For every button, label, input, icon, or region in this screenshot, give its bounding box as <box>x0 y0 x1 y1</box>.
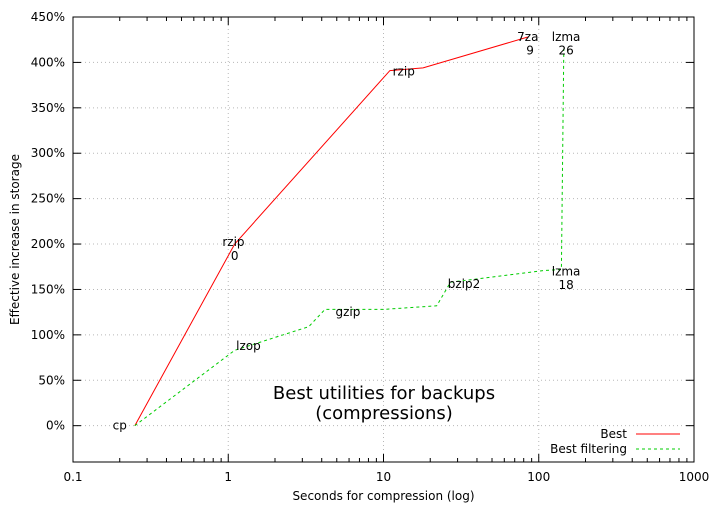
x-tick-label: 1000 <box>679 470 710 484</box>
y-axis-label: Effective increase in storage <box>8 154 22 325</box>
y-tick-label: 150% <box>31 282 65 296</box>
y-tick-label: 50% <box>38 373 65 387</box>
point-label: lzop <box>236 339 261 353</box>
point-label: 26 <box>558 44 573 58</box>
point-label: 9 <box>526 44 534 58</box>
y-tick-label: 400% <box>31 55 65 69</box>
overlay-title-line-2: (compressions) <box>315 403 453 424</box>
axis-ticks: 0.1 1 10 100 1000 0% 50% 100% 150% 200% 250% 300% 35… <box>31 10 710 484</box>
x-tick-label: 10 <box>376 470 391 484</box>
legend-entry-label: Best <box>600 427 627 441</box>
point-label: lzma <box>552 30 581 44</box>
point-label: rzip <box>222 235 244 249</box>
y-tick-label: 200% <box>31 237 65 251</box>
x-tick-label: 0.1 <box>63 470 82 484</box>
legend-entry-label: Best filtering <box>550 442 627 456</box>
series-lines <box>134 36 565 427</box>
x-axis-label: Seconds for compression (log) <box>292 489 474 503</box>
point-label: 7za <box>517 30 538 44</box>
overlay-title-line-1: Best utilities for backups <box>273 383 495 404</box>
overlay-text: Best utilities for backups (compressions… <box>273 383 495 424</box>
y-tick-label: 250% <box>31 192 65 206</box>
point-label: 0 <box>231 249 239 263</box>
y-tick-label: 450% <box>31 10 65 24</box>
y-tick-label: 300% <box>31 146 65 160</box>
point-label: cp <box>113 419 127 433</box>
y-tick-label: 0% <box>46 419 65 433</box>
point-label: gzip <box>335 305 360 319</box>
point-label: bzip2 <box>448 277 481 291</box>
y-tick-label: 100% <box>31 328 65 342</box>
x-tick-label: 1 <box>224 470 232 484</box>
series-line-0 <box>134 36 528 426</box>
series-line-1 <box>134 48 565 427</box>
point-label: 18 <box>558 278 573 292</box>
point-label: lzma <box>552 264 581 278</box>
y-tick-label: 350% <box>31 101 65 115</box>
point-label: rzip <box>393 64 415 78</box>
x-tick-label: 100 <box>527 470 550 484</box>
